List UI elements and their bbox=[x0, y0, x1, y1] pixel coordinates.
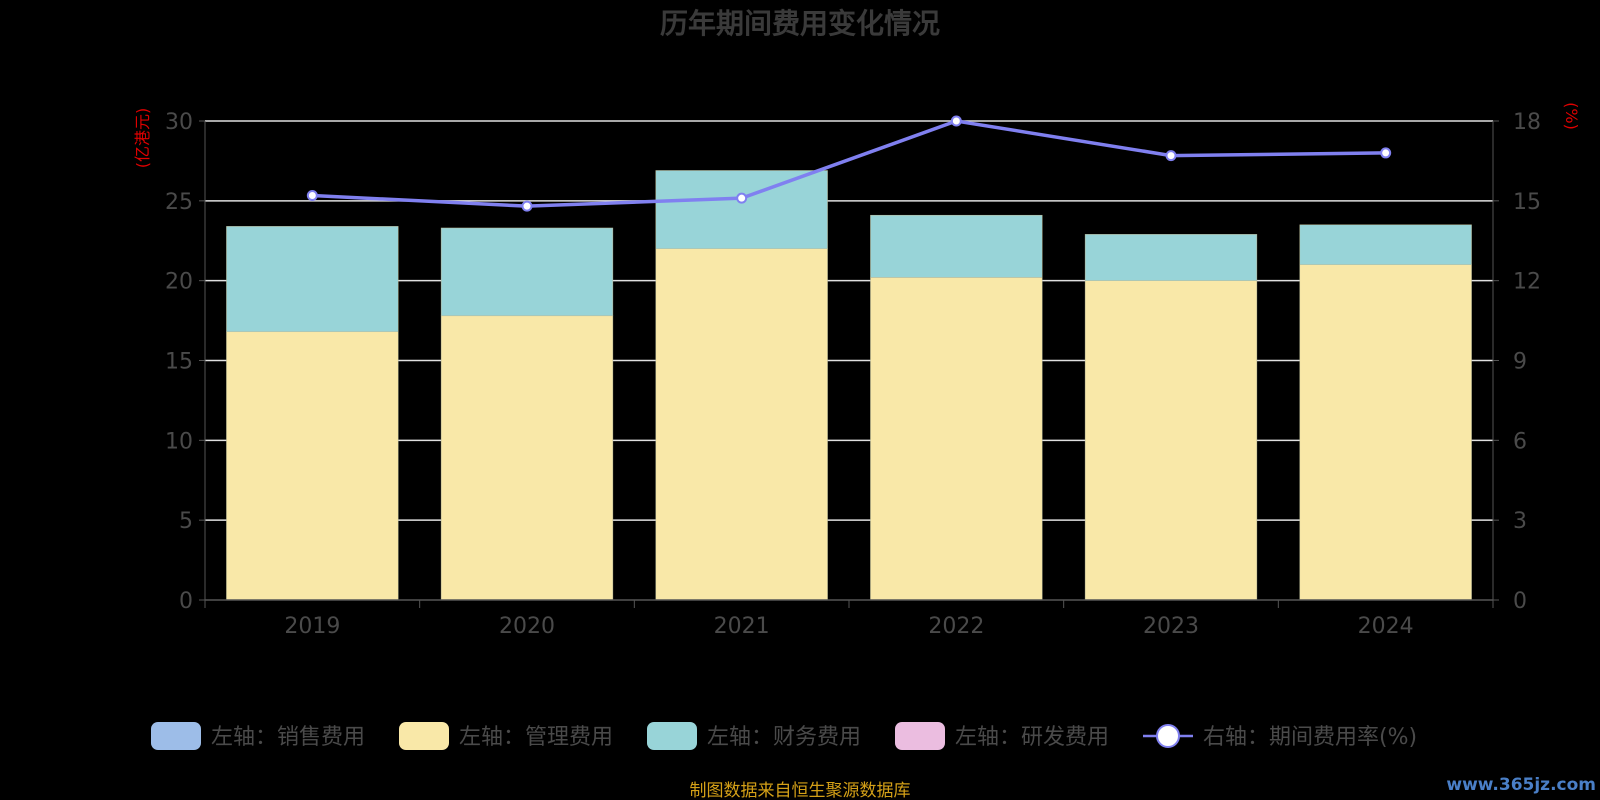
chart-title: 历年期间费用变化情况 bbox=[660, 7, 940, 40]
right-tick-label: 12 bbox=[1513, 270, 1541, 295]
x-tick-label: 2021 bbox=[714, 614, 770, 639]
bar-segment bbox=[655, 170, 828, 249]
legend-label: 左轴：研发费用 bbox=[955, 725, 1109, 750]
bar-segment bbox=[655, 248, 828, 601]
right-axis-unit: (%) bbox=[1562, 102, 1581, 130]
x-tick-label: 2022 bbox=[928, 614, 984, 639]
legend-marker bbox=[1156, 724, 1180, 748]
rate-point bbox=[521, 200, 533, 212]
rate-line bbox=[306, 115, 1392, 212]
source-note: 制图数据来自恒生聚源数据库 bbox=[690, 781, 911, 800]
bar-segment bbox=[1299, 264, 1472, 601]
bar-segment bbox=[226, 226, 399, 333]
bar-segment bbox=[1084, 280, 1258, 601]
rate-point bbox=[1165, 150, 1177, 162]
left-tick-label: 15 bbox=[165, 350, 193, 375]
rate-point bbox=[736, 192, 748, 204]
left-tick-label: 25 bbox=[165, 190, 193, 215]
left-axis-unit: (亿港元) bbox=[133, 108, 152, 169]
left-tick-label: 20 bbox=[165, 270, 193, 295]
right-tick-label: 18 bbox=[1513, 110, 1541, 135]
axes: 0 5 10 15 20 25 30 0 3 6 9 12 15 18 2019 2020 2021 2022 20… bbox=[165, 110, 1541, 639]
left-tick-label: 5 bbox=[179, 509, 193, 534]
legend-swatch bbox=[647, 722, 697, 750]
right-tick-label: 3 bbox=[1513, 509, 1527, 534]
left-tick-label: 0 bbox=[179, 589, 193, 614]
rate-point bbox=[1380, 147, 1392, 159]
watermark: www.365jz.com bbox=[1446, 775, 1596, 795]
x-tick-label: 2024 bbox=[1358, 614, 1414, 639]
x-tick-label: 2020 bbox=[499, 614, 555, 639]
bar-segment bbox=[870, 277, 1043, 601]
legend-label: 左轴：财务费用 bbox=[707, 725, 861, 750]
rate-point bbox=[306, 190, 318, 202]
legend-label: 左轴：销售费用 bbox=[211, 725, 365, 750]
bars bbox=[226, 170, 1472, 601]
rate-point bbox=[950, 115, 962, 127]
right-tick-label: 9 bbox=[1513, 350, 1527, 375]
legend-swatch bbox=[895, 722, 945, 750]
right-tick-label: 15 bbox=[1513, 190, 1541, 215]
bar-segment bbox=[226, 331, 399, 601]
legend-label: 左轴：管理费用 bbox=[459, 725, 613, 750]
x-tick-label: 2023 bbox=[1143, 614, 1199, 639]
right-tick-label: 6 bbox=[1513, 429, 1527, 454]
legend-label: 右轴：期间费用率(%) bbox=[1203, 725, 1417, 750]
right-tick-label: 0 bbox=[1513, 589, 1527, 614]
bar-segment bbox=[440, 227, 614, 317]
left-tick-label: 10 bbox=[165, 429, 193, 454]
bar-segment bbox=[1299, 224, 1472, 265]
legend-swatch bbox=[399, 722, 449, 750]
rate-series-line bbox=[312, 119, 1386, 208]
bar-segment bbox=[1084, 234, 1258, 281]
x-tick-label: 2019 bbox=[284, 614, 340, 639]
bar-segment bbox=[440, 315, 614, 601]
bar-segment bbox=[870, 214, 1043, 278]
legend-swatch bbox=[151, 722, 201, 750]
legend: 左轴：销售费用 左轴：管理费用 左轴：财务费用 左轴：研发费用 右轴：期间费用率(%) bbox=[151, 722, 1417, 750]
left-tick-label: 30 bbox=[165, 110, 193, 135]
